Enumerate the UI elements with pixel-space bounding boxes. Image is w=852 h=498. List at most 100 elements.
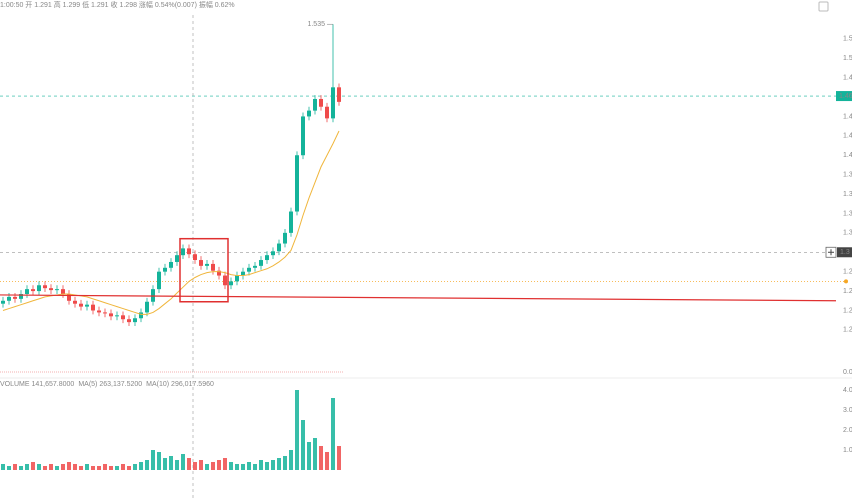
candle-body xyxy=(67,293,71,301)
volume-bar xyxy=(19,466,23,470)
candle-body xyxy=(205,263,209,266)
candle-body xyxy=(1,300,5,304)
volume-bar xyxy=(193,462,197,470)
volume-bar xyxy=(205,464,209,470)
last-price-label: 1.461 xyxy=(839,93,852,100)
candle-body xyxy=(253,265,257,268)
candle-body xyxy=(115,315,119,317)
volume-bar xyxy=(97,466,101,470)
candle-body xyxy=(13,296,17,299)
peak-label: 1.535 xyxy=(307,21,325,28)
volume-bar xyxy=(265,462,269,470)
volume-bar xyxy=(121,464,125,470)
candle-body xyxy=(199,260,203,266)
volume-bar xyxy=(217,460,221,470)
candle-body xyxy=(247,267,251,272)
volume-bar xyxy=(289,450,293,470)
volume-bar xyxy=(151,450,155,470)
y-tick-label: 1.44 xyxy=(843,113,852,120)
y-tick-label: 1.4 xyxy=(843,152,852,159)
volume-bar xyxy=(199,460,203,470)
volume-bar xyxy=(55,466,59,470)
candle-body xyxy=(55,289,59,291)
candle-body xyxy=(241,271,245,276)
candle-body xyxy=(19,293,23,299)
ma-line xyxy=(2,130,340,315)
volume-bar xyxy=(277,458,281,470)
volume-legend: MA(10) 296,017.5960 xyxy=(146,381,214,388)
volume-bar xyxy=(79,466,83,470)
candle-body xyxy=(289,211,293,233)
candle-body xyxy=(37,285,41,292)
volume-bar xyxy=(235,464,239,470)
candle-body xyxy=(91,304,95,311)
candle-body xyxy=(193,254,197,261)
candle-body xyxy=(319,98,323,107)
candle-body xyxy=(49,288,53,291)
volume-bar xyxy=(145,460,149,470)
volume-bar xyxy=(169,456,173,470)
candle-body xyxy=(223,275,227,286)
volume-bar xyxy=(175,460,179,470)
macd-zero-label: 0.0 xyxy=(843,369,852,376)
candle-body xyxy=(73,300,77,304)
candle-body xyxy=(145,301,149,313)
volume-bar xyxy=(259,460,263,470)
volume-bar xyxy=(223,458,227,470)
volume-bar xyxy=(325,452,329,470)
last-price-tag xyxy=(836,91,852,102)
crosshair-label: 1.3 xyxy=(840,249,850,256)
candle-body xyxy=(25,289,29,294)
candle-body xyxy=(163,267,167,272)
volume-bar xyxy=(91,466,95,470)
volume-bar xyxy=(37,464,41,470)
candle-body xyxy=(133,318,137,323)
volume-bar xyxy=(295,390,299,470)
y-tick-label: 1.24 xyxy=(843,307,852,314)
candle-body xyxy=(337,87,341,102)
volume-bar xyxy=(181,454,185,470)
candle-body xyxy=(313,98,317,111)
candle-body xyxy=(85,304,89,307)
candle-body xyxy=(265,255,269,261)
volume-tick-label: 1.0 xyxy=(843,447,852,454)
volume-bar xyxy=(25,464,29,470)
volume-bar xyxy=(271,460,275,470)
volume-legend: VOLUME 141,657.8000 xyxy=(0,381,74,388)
candle-body xyxy=(283,232,287,244)
volume-bar xyxy=(7,466,11,470)
ohlc-legend: 1:00:50 开 1.291 高 1.299 低 1.291 收 1.298 … xyxy=(0,0,235,9)
volume-bar xyxy=(115,466,119,470)
volume-bar xyxy=(331,398,335,470)
candle-body xyxy=(271,251,275,256)
candle-body xyxy=(211,263,215,271)
volume-bar xyxy=(49,464,53,470)
candle-body xyxy=(325,106,329,119)
volume-bar xyxy=(307,442,311,470)
candle-body xyxy=(229,281,233,286)
candle-body xyxy=(7,296,11,301)
fullscreen-icon[interactable] xyxy=(818,1,829,12)
candle-body xyxy=(121,315,125,320)
volume-bar xyxy=(337,446,341,470)
volume-bar xyxy=(109,466,113,470)
volume-bar xyxy=(157,452,161,470)
candle-body xyxy=(277,243,281,252)
volume-bar xyxy=(187,458,191,470)
candle-body xyxy=(79,303,83,307)
volume-bar xyxy=(73,464,77,470)
candle-body xyxy=(187,248,191,255)
candle-body xyxy=(127,319,131,323)
candle-body xyxy=(43,285,47,289)
volume-bar xyxy=(163,458,167,470)
y-tick-label: 1.32 xyxy=(843,230,852,237)
volume-bar xyxy=(43,466,47,470)
volume-bar xyxy=(133,464,137,470)
candle-body xyxy=(31,289,35,292)
volume-bar xyxy=(253,464,257,470)
candle-body xyxy=(295,155,299,212)
candle-body xyxy=(235,275,239,282)
candle-body xyxy=(181,248,185,256)
y-tick-label: 1.34 xyxy=(843,210,852,217)
y-tick-label: 1.26 xyxy=(843,288,852,295)
